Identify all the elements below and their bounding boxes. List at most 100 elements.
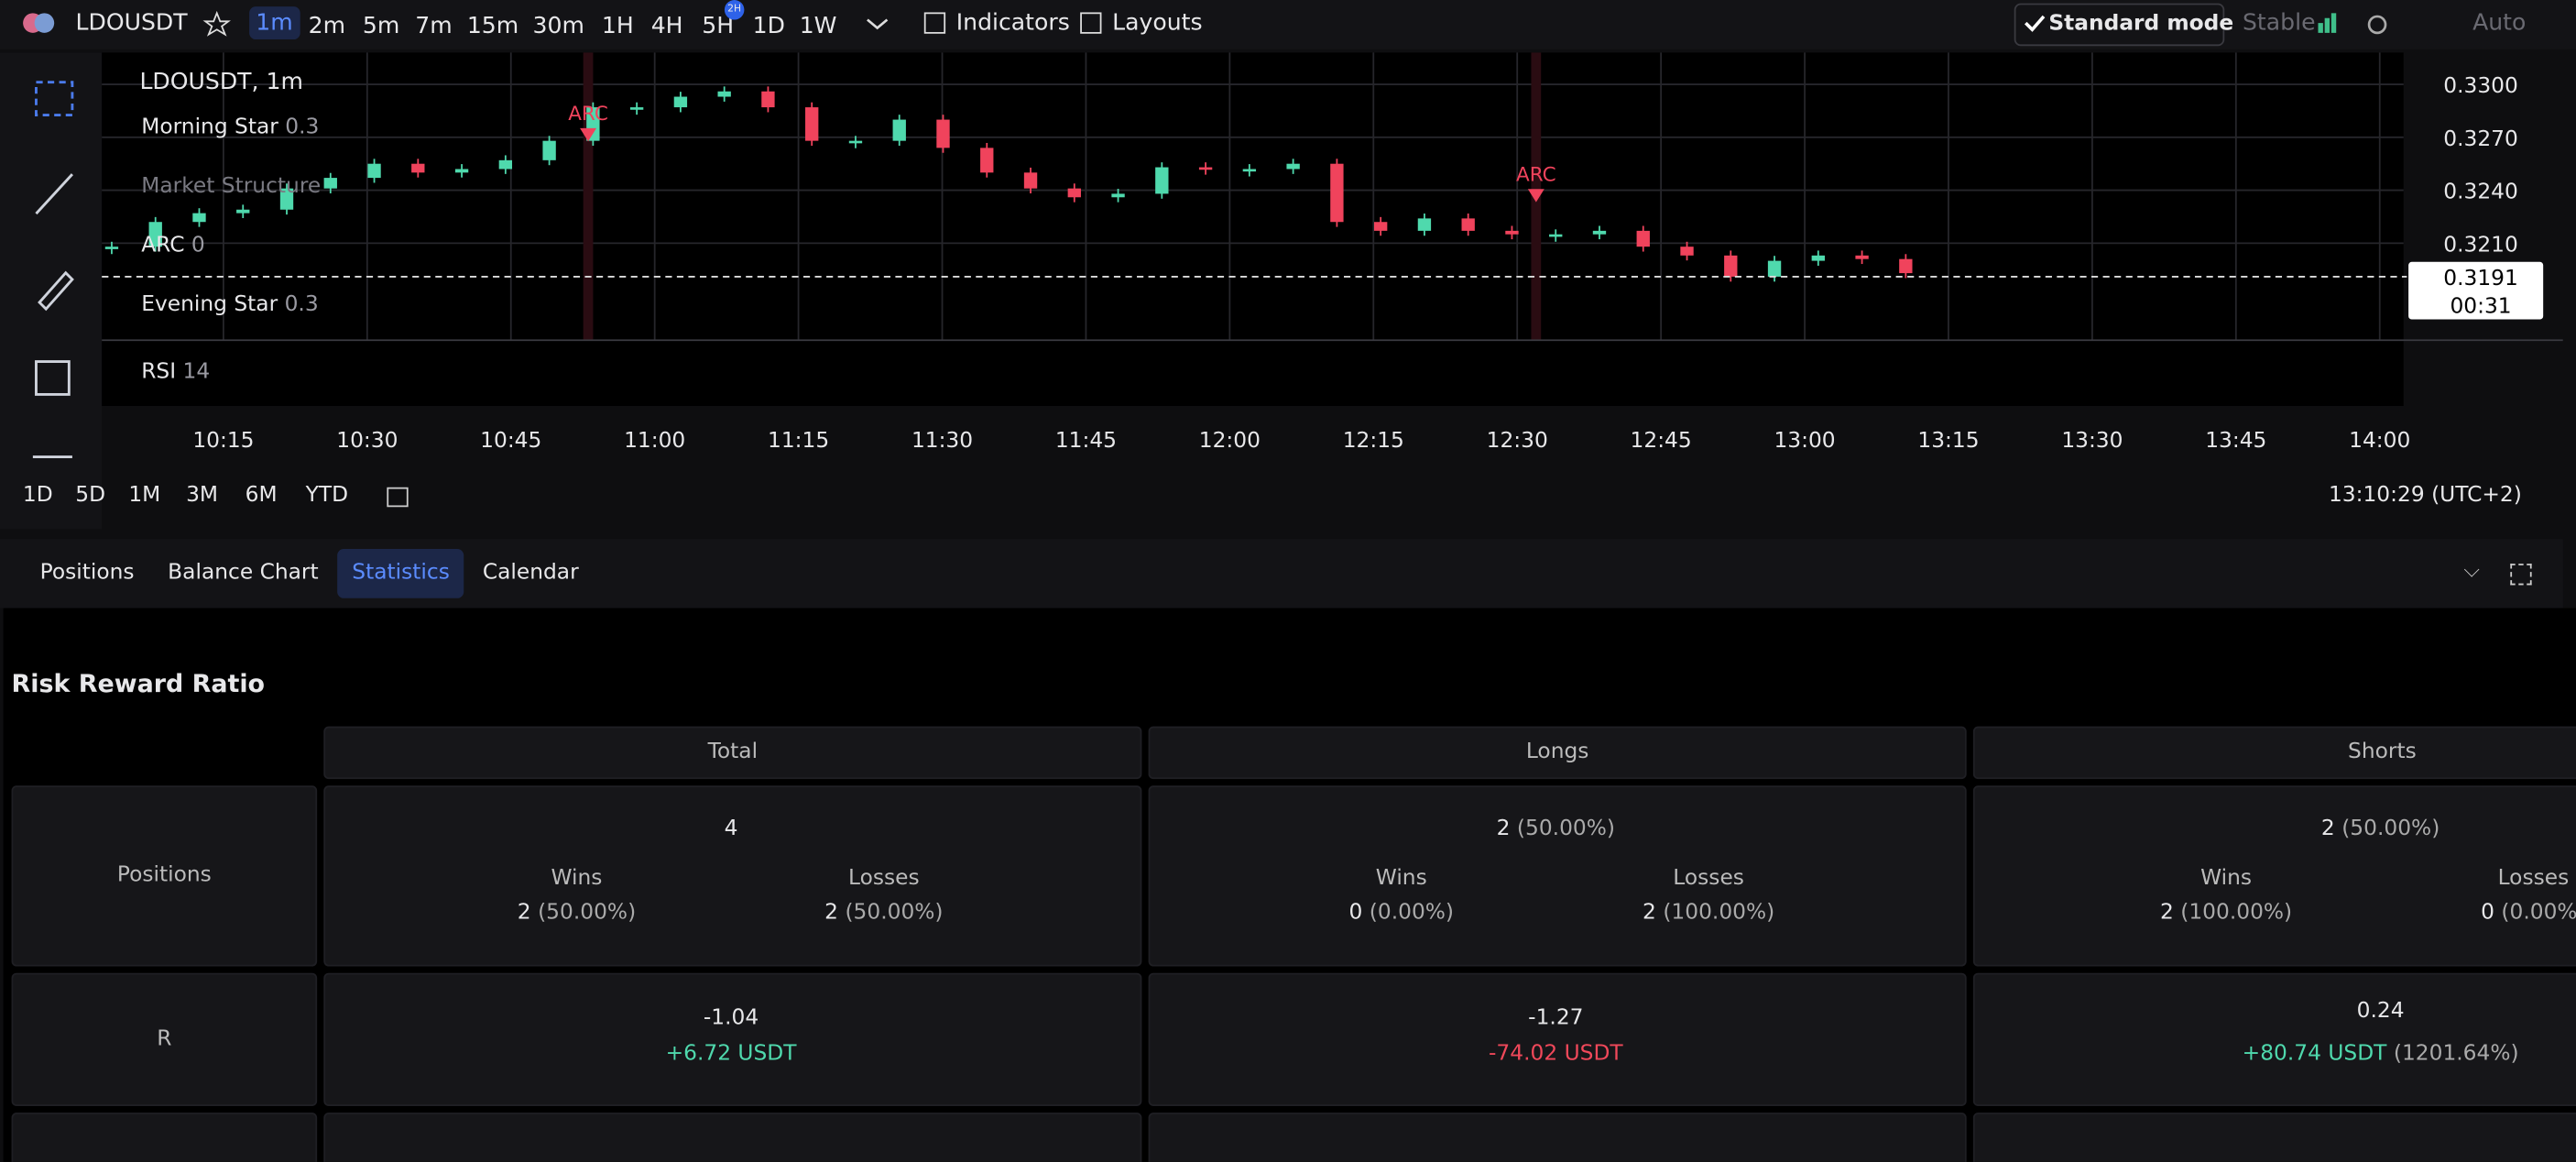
candle (1198, 167, 1213, 170)
candle (717, 91, 731, 97)
range-button[interactable]: 5D (75, 483, 106, 509)
x-tick-label: 12:45 (1631, 428, 1692, 453)
tab[interactable]: Positions (39, 560, 135, 586)
count: 2 (2320, 817, 2335, 842)
next-cell (1148, 1113, 1967, 1162)
wins: 2 (517, 900, 531, 926)
row-label-cell (11, 1113, 318, 1162)
tab[interactable]: Statistics (337, 548, 465, 598)
column-header: Total (323, 726, 1142, 780)
interval-button[interactable]: 2m (308, 13, 346, 40)
legend-value: 0.3 (285, 115, 320, 140)
check-icon (2024, 15, 2046, 32)
interval-button[interactable]: 4H (650, 13, 683, 40)
count-pct: (50.00%) (2341, 817, 2440, 842)
indicators-button[interactable]: Indicators (955, 9, 1070, 37)
range-button[interactable]: YTD (305, 483, 349, 509)
stable-label: Stable (2242, 9, 2316, 37)
layouts-button[interactable]: Layouts (1112, 9, 1203, 37)
auto-label[interactable]: Auto (2472, 9, 2527, 37)
range-button[interactable]: 1D (22, 483, 53, 509)
candle (1242, 169, 1257, 172)
count-pct: (50.00%) (1516, 817, 1616, 842)
layout-icon (1080, 12, 1102, 34)
losses: 2 (1643, 900, 1656, 926)
legend-name: Morning Star (141, 115, 278, 140)
r-amount: +80.74 USDT (1201.64%) (1973, 1042, 2576, 1069)
rsi-label: RSI 14 (141, 360, 210, 387)
symbol[interactable]: LDOUSDT (75, 9, 188, 37)
candle (1855, 255, 1869, 259)
amount: -74.02 USDT (1489, 1042, 1623, 1067)
tab[interactable]: Balance Chart (168, 560, 319, 586)
r-value: -1.27 (1528, 1005, 1584, 1031)
range-button[interactable]: 1M (128, 483, 161, 509)
interval-button[interactable]: 1m (249, 6, 300, 40)
losses-label: Losses (2497, 866, 2570, 892)
candle (1899, 258, 1913, 274)
interval-button[interactable]: 1D (752, 13, 785, 40)
clock: 13:10:29 (UTC+2) (2328, 483, 2522, 509)
candle (236, 209, 250, 214)
count: 2 (1496, 817, 1511, 842)
interval-button[interactable]: 1H (601, 13, 634, 40)
position-cell (1972, 785, 2576, 967)
positions-count: 2 (50.00%) (1973, 817, 2576, 843)
chart-title: LDOUSDT, 1m (139, 69, 303, 96)
rsi-name: RSI (141, 359, 177, 385)
mode-button[interactable]: Standard mode (2014, 3, 2233, 47)
candle (1505, 230, 1519, 235)
wins-pct: (50.00%) (538, 900, 637, 926)
amount-pct: (1201.64%) (2393, 1042, 2519, 1067)
candle (1636, 230, 1650, 247)
signal-bar (2324, 17, 2330, 33)
interval-button[interactable]: 15m (466, 13, 519, 40)
gear-icon (2367, 15, 2387, 35)
trendline-icon[interactable] (35, 173, 73, 215)
tab[interactable]: Calendar (482, 560, 579, 586)
wins: 0 (1348, 900, 1363, 926)
candle (1023, 172, 1038, 189)
candle (104, 247, 119, 249)
r-amount: -74.02 USDT (1149, 1042, 1964, 1069)
measure-icon[interactable] (35, 360, 71, 396)
annotation-marker (1527, 189, 1545, 203)
rsi-value: 14 (182, 359, 211, 385)
positions-count: 4 (323, 817, 1139, 843)
interval-button[interactable]: 1W (799, 13, 837, 40)
candle (848, 140, 863, 144)
annotation-label: ARC (1516, 163, 1556, 186)
tool-icons (32, 81, 74, 458)
last-price-box (2408, 261, 2544, 320)
x-tick-label: 13:45 (2205, 428, 2266, 453)
interval-button[interactable]: 7m (415, 13, 453, 40)
candle (367, 163, 381, 179)
range-button[interactable]: 6M (245, 483, 278, 509)
x-tick-label: 11:00 (624, 428, 685, 453)
expand-button[interactable] (2510, 564, 2532, 586)
losses-value: 2 (50.00%) (824, 901, 943, 927)
candle (1811, 255, 1825, 261)
candle (892, 119, 906, 141)
y-tick-label: 0.3240 (2443, 180, 2518, 204)
interval-button[interactable]: 30m (532, 13, 584, 40)
r-value: -1.04 (703, 1005, 759, 1031)
y-tick-label: 0.3300 (2443, 73, 2518, 98)
last-price-label: 0.3191 (2443, 266, 2518, 290)
wins-pct: (100.00%) (2180, 900, 2293, 926)
legend-name: Market Structure (141, 174, 322, 200)
cursor-icon[interactable] (35, 81, 74, 116)
candle (805, 107, 819, 141)
range-button[interactable]: 3M (186, 483, 219, 509)
candle (454, 169, 469, 173)
chart-area (102, 52, 2404, 406)
candle (936, 119, 950, 148)
candle (498, 159, 513, 170)
wins: 2 (2159, 900, 2174, 926)
interval-button[interactable]: 5m (362, 13, 400, 40)
column-header: Shorts (1972, 726, 2576, 780)
wins-value: 0 (0.00%) (1348, 901, 1454, 927)
brush-icon[interactable] (38, 270, 74, 312)
candle (192, 213, 206, 223)
x-tick-label: 10:45 (480, 428, 541, 453)
